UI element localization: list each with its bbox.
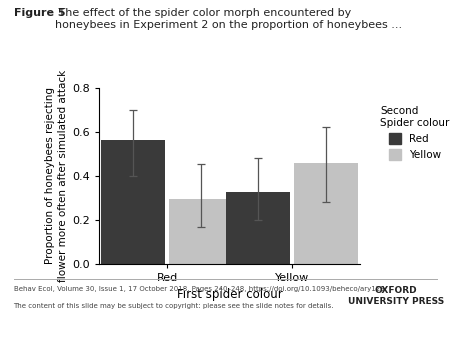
Legend: Red, Yellow: Red, Yellow: [376, 102, 450, 164]
X-axis label: First spider colour: First spider colour: [176, 288, 283, 301]
Text: Figure 5: Figure 5: [14, 8, 65, 19]
Y-axis label: Proportion of honeybees rejecting
flower more often after simulated attack: Proportion of honeybees rejecting flower…: [45, 70, 68, 282]
Bar: [294, 163, 358, 264]
Bar: [226, 192, 290, 264]
Text: The effect of the spider color morph encountered by
honeybees in Experiment 2 on: The effect of the spider color morph enc…: [55, 8, 402, 30]
Text: Behav Ecol, Volume 30, Issue 1, 17 October 2018, Pages 240–248, https://doi.org/: Behav Ecol, Volume 30, Issue 1, 17 Octob…: [14, 286, 384, 292]
Bar: [169, 199, 233, 264]
Text: The content of this slide may be subject to copyright: please see the slide note: The content of this slide may be subject…: [14, 303, 334, 309]
Bar: [101, 140, 165, 264]
Text: OXFORD
UNIVERSITY PRESS: OXFORD UNIVERSITY PRESS: [348, 286, 444, 306]
